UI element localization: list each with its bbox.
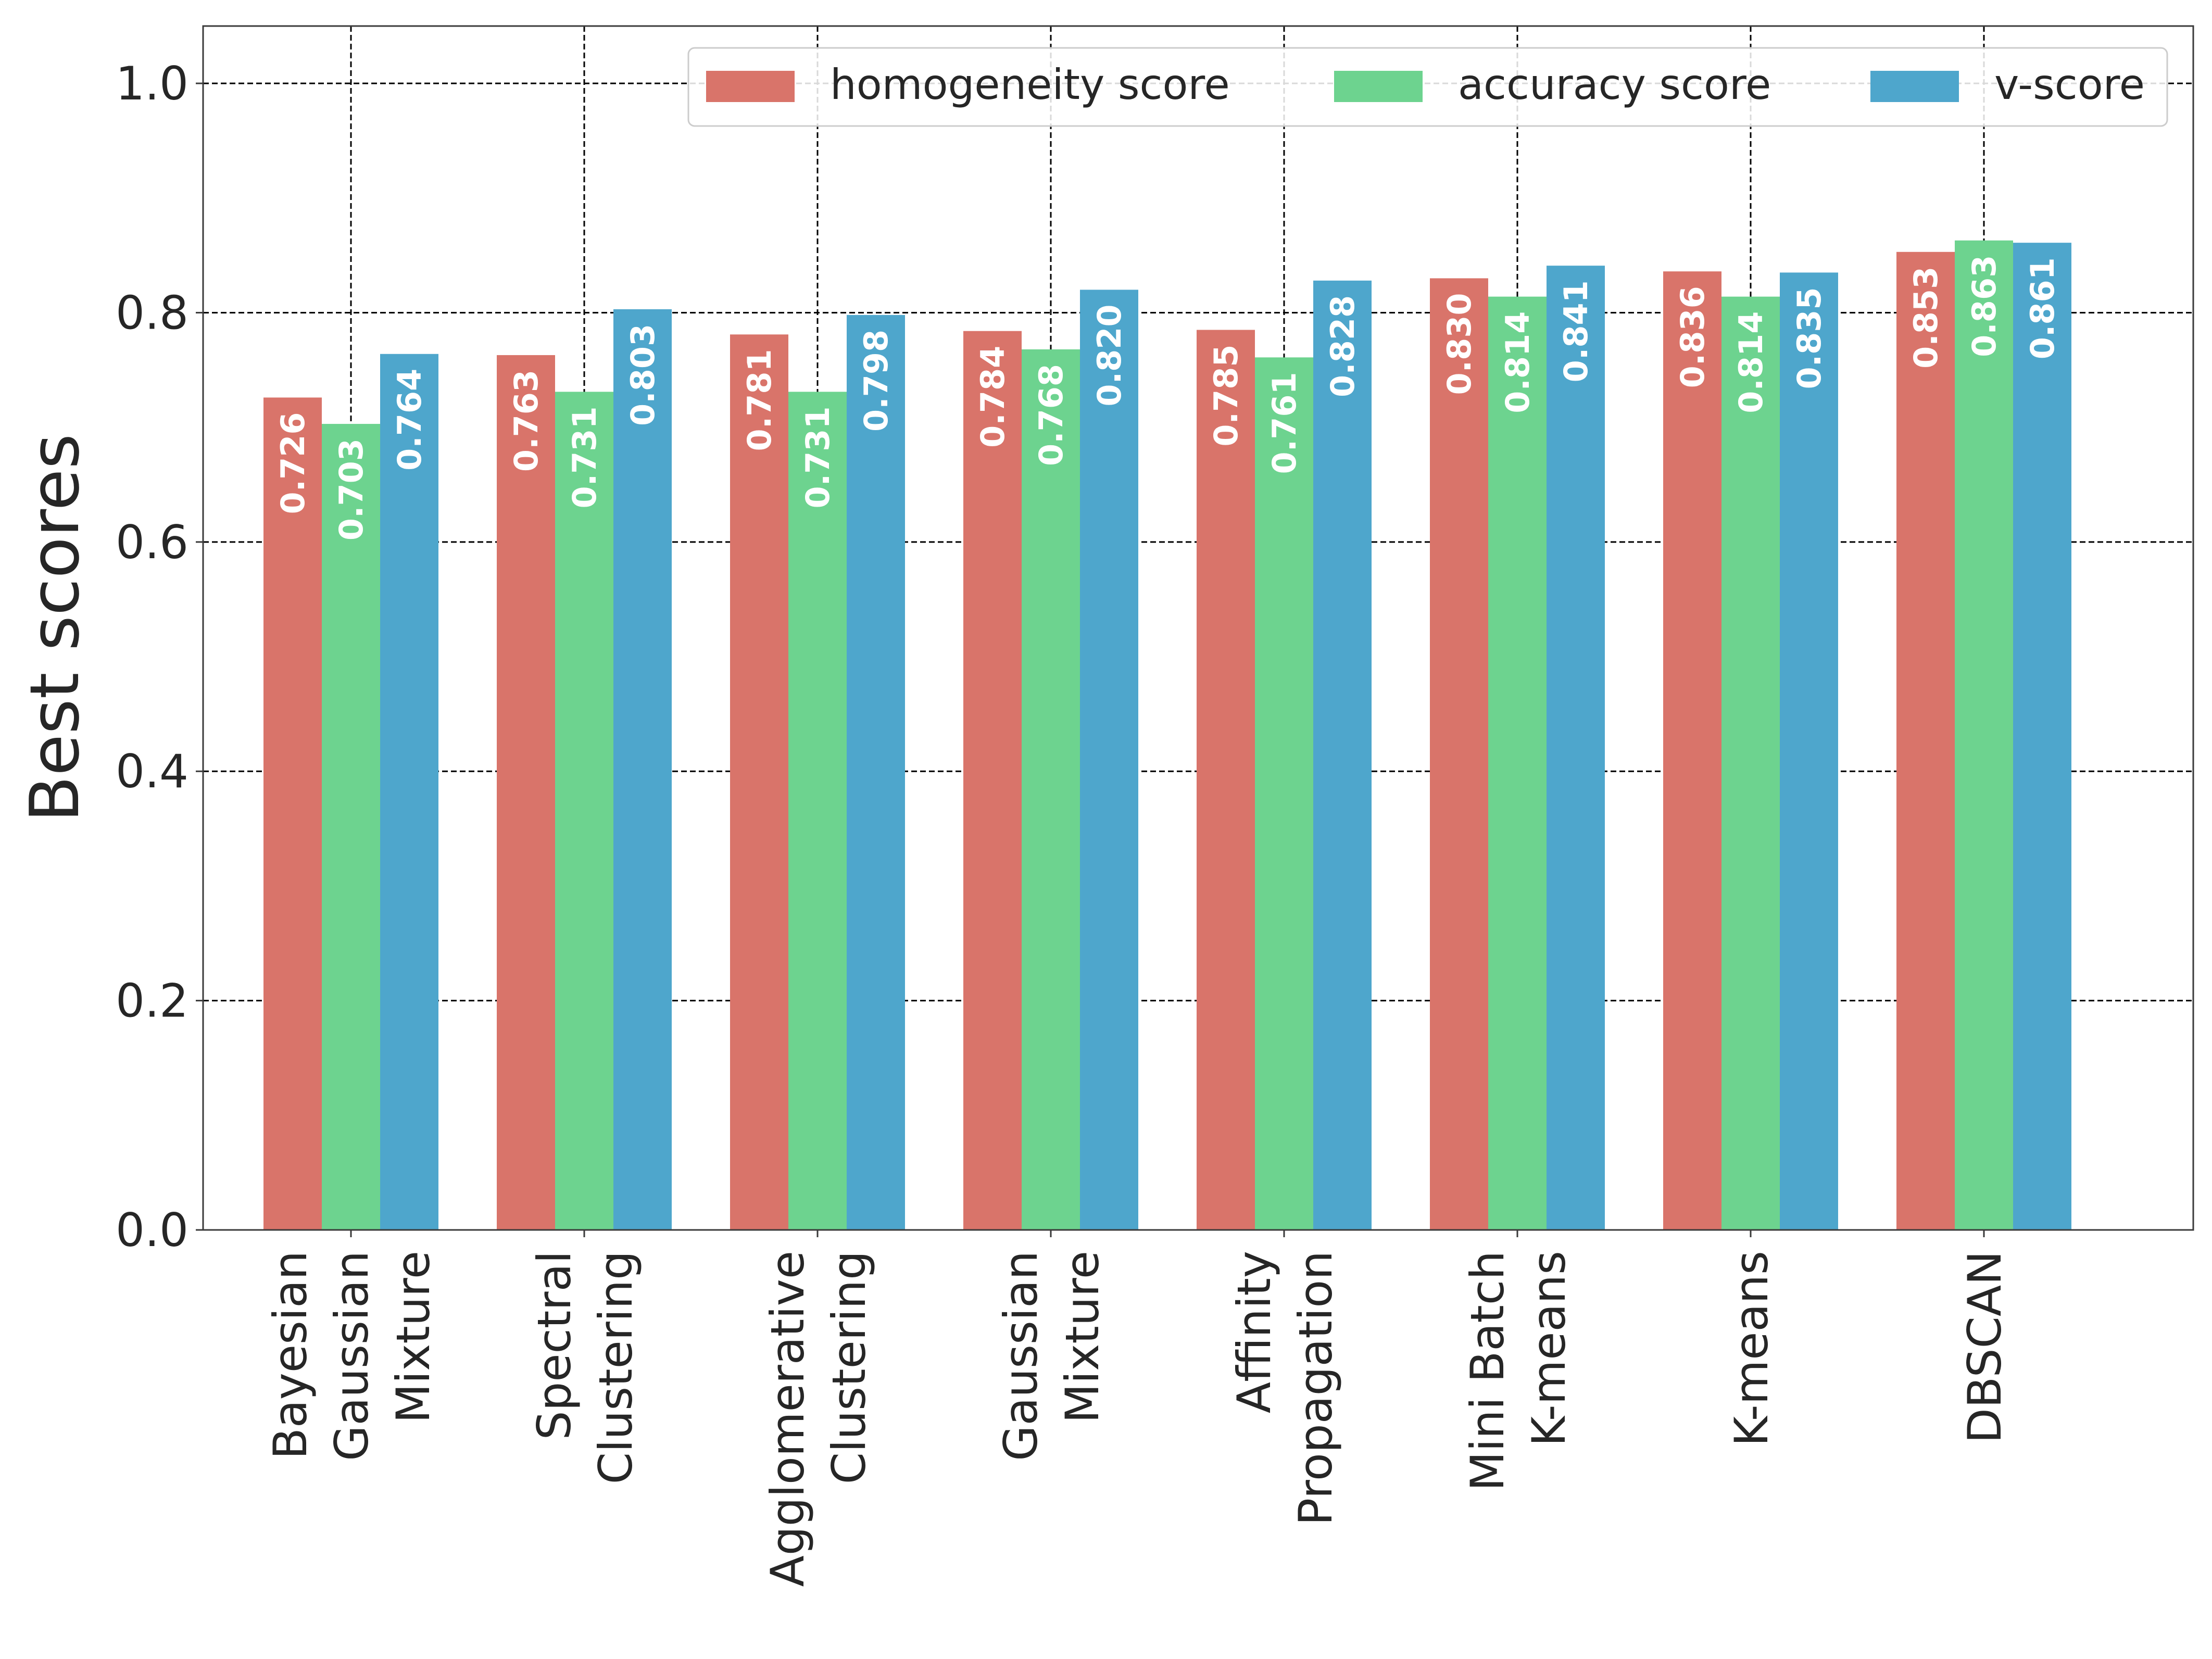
x-tick-label: Clustering — [822, 1251, 876, 1484]
bar-2-2 — [555, 392, 613, 1230]
bar-2-8 — [1955, 240, 2013, 1230]
bar-value-label: 0.814 — [1499, 311, 1537, 413]
legend-label: homogeneity score — [830, 60, 1230, 109]
bar-value-label: 0.764 — [391, 369, 429, 471]
legend-swatch — [706, 71, 795, 102]
bar-value-label: 0.761 — [1265, 372, 1303, 474]
legend-label: v-score — [1994, 60, 2145, 109]
x-tick-label: Gaussian — [325, 1251, 379, 1461]
plot-frame — [202, 25, 2194, 1231]
bar-value-label: 0.763 — [507, 370, 545, 472]
x-tick-label: Affinity — [1227, 1251, 1281, 1413]
x-tick-label: Mixture — [1055, 1251, 1109, 1423]
bar-value-label: 0.784 — [974, 346, 1012, 448]
bar-2-5 — [1255, 357, 1313, 1230]
legend-swatch — [1334, 71, 1423, 102]
bar-1-8 — [1896, 252, 1955, 1230]
y-axis-label: Best scores — [15, 434, 94, 822]
bar-1-2 — [497, 355, 555, 1230]
bar-1-5 — [1197, 330, 1255, 1230]
x-tick-label: Clustering — [589, 1251, 643, 1484]
bar-value-label: 0.798 — [857, 330, 895, 432]
bar-value-label: 0.785 — [1207, 345, 1245, 447]
x-tick-label: K-means — [1522, 1251, 1576, 1447]
bar-3-3 — [847, 315, 905, 1230]
bar-value-label: 0.726 — [274, 412, 312, 514]
bar-3-4 — [1080, 290, 1138, 1230]
bar-1-3 — [730, 334, 788, 1230]
x-tick-label: DBSCAN — [1958, 1251, 2012, 1443]
bar-3-8 — [2013, 243, 2071, 1230]
bar-value-label: 0.781 — [740, 349, 778, 451]
bar-1-7 — [1663, 271, 1721, 1230]
bar-value-label: 0.768 — [1032, 364, 1070, 466]
bar-3-1 — [380, 354, 438, 1230]
x-tick-label: Mixture — [386, 1251, 440, 1423]
bar-2-6 — [1488, 296, 1547, 1230]
y-tick-label: 1.0 — [116, 57, 188, 110]
y-tick-label: 0.6 — [116, 516, 188, 569]
bar-value-label: 0.830 — [1440, 293, 1478, 395]
y-tick-label: 0.8 — [116, 286, 188, 340]
x-tick-label: K-means — [1725, 1251, 1778, 1447]
legend-label: accuracy score — [1458, 60, 1771, 109]
bar-value-label: 0.703 — [332, 438, 370, 541]
bar-value-label: 0.731 — [799, 406, 837, 508]
x-tick-label: Spectral — [527, 1251, 581, 1440]
x-tick-label: Bayesian — [263, 1251, 317, 1460]
bar-1-6 — [1430, 278, 1488, 1230]
x-tick-label: Propagation — [1289, 1251, 1342, 1526]
bar-value-label: 0.853 — [1907, 267, 1945, 369]
bar-value-label: 0.828 — [1324, 295, 1362, 397]
bar-value-label: 0.814 — [1732, 311, 1770, 413]
bar-3-2 — [613, 309, 672, 1230]
x-tick-label: Agglomerative — [761, 1251, 814, 1587]
bar-3-6 — [1547, 266, 1605, 1230]
bar-2-1 — [322, 424, 380, 1230]
legend-box — [687, 47, 2168, 127]
bar-1-1 — [263, 397, 322, 1230]
plot-area: 0.726 0.763 0.781 0.784 0.785 0.830 0.836 0.853… — [15, 25, 2194, 1587]
bar-value-label: 0.803 — [624, 324, 662, 426]
bar-1-4 — [963, 331, 1022, 1230]
y-tick-label: 0.0 — [116, 1203, 188, 1257]
bar-value-label: 0.731 — [565, 406, 604, 508]
bar-value-label: 0.841 — [1557, 280, 1595, 382]
y-tick-label: 0.2 — [116, 974, 188, 1028]
bar-2-4 — [1022, 349, 1080, 1230]
x-tick-label: Gaussian — [994, 1251, 1048, 1461]
x-tick-label: Mini Batch — [1461, 1251, 1514, 1491]
bar-2-7 — [1721, 296, 1780, 1230]
bar-3-5 — [1313, 280, 1372, 1230]
bar-value-label: 0.820 — [1090, 304, 1128, 406]
bar-value-label: 0.861 — [2024, 257, 2062, 359]
bar-value-label: 0.863 — [1965, 255, 2003, 357]
bar-2-3 — [788, 392, 847, 1230]
bar-value-label: 0.836 — [1674, 286, 1712, 388]
bar-3-7 — [1780, 272, 1838, 1230]
y-tick-label: 0.4 — [116, 745, 188, 798]
bar-value-label: 0.835 — [1790, 287, 1828, 389]
legend-swatch — [1870, 71, 1959, 102]
